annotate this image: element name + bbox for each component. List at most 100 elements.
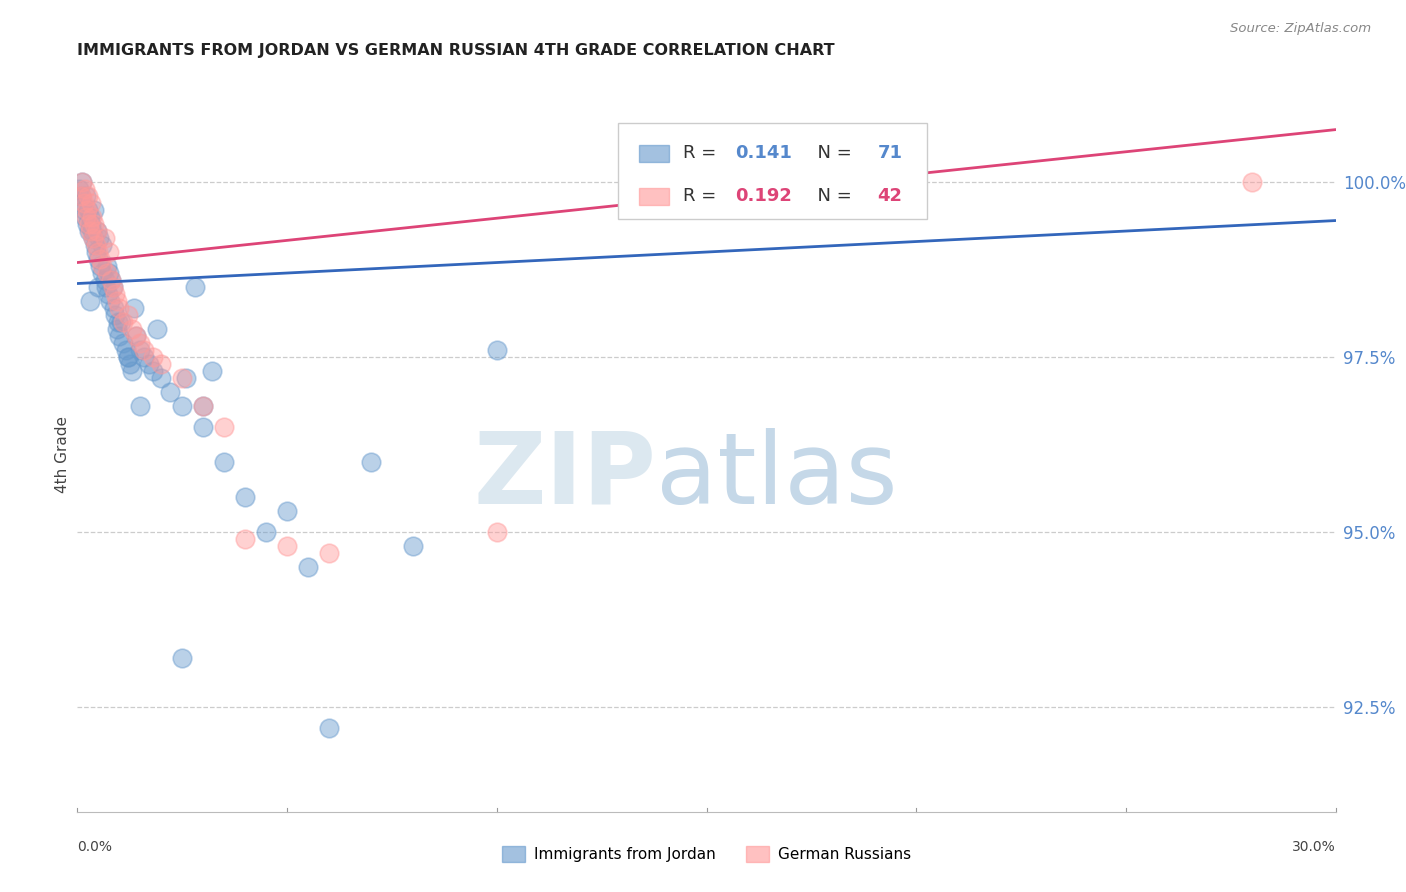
Point — [72, 196, 94, 211]
Point — [90, 238, 112, 252]
Point — [485, 343, 508, 357]
Point — [360, 455, 382, 469]
Point — [79, 210, 101, 224]
Point — [112, 315, 135, 329]
Point — [107, 315, 129, 329]
Point — [101, 280, 124, 294]
Point — [96, 287, 118, 301]
Point — [83, 202, 105, 217]
Point — [121, 322, 143, 336]
Text: Source: ZipAtlas.com: Source: ZipAtlas.com — [1230, 22, 1371, 36]
Point — [103, 301, 125, 315]
Point — [84, 238, 107, 252]
Point — [91, 266, 114, 280]
Point — [86, 224, 108, 238]
Point — [84, 238, 107, 252]
Text: IMMIGRANTS FROM JORDAN VS GERMAN RUSSIAN 4TH GRADE CORRELATION CHART: IMMIGRANTS FROM JORDAN VS GERMAN RUSSIAN… — [77, 43, 835, 58]
Point — [150, 357, 173, 371]
Point — [97, 245, 120, 260]
Point — [125, 329, 148, 343]
Point — [77, 224, 100, 238]
Point — [97, 266, 120, 280]
Point — [87, 252, 110, 266]
Legend: Immigrants from Jordan, German Russians: Immigrants from Jordan, German Russians — [495, 840, 918, 868]
Point — [69, 189, 91, 203]
Point — [117, 350, 139, 364]
Point — [191, 399, 215, 413]
Text: N =: N = — [806, 187, 858, 205]
Point — [142, 364, 165, 378]
Point — [108, 329, 131, 343]
Point — [129, 336, 152, 351]
Point — [87, 280, 110, 294]
Point — [134, 343, 156, 357]
Point — [76, 217, 98, 231]
Point — [233, 490, 256, 504]
Point — [212, 420, 235, 434]
Point — [402, 539, 425, 553]
Text: R =: R = — [682, 187, 721, 205]
FancyBboxPatch shape — [638, 145, 669, 162]
Point — [89, 252, 111, 266]
Point — [129, 343, 152, 357]
Point — [101, 280, 124, 294]
Point — [318, 546, 340, 560]
Point — [172, 650, 194, 665]
Point — [117, 350, 139, 364]
Point — [184, 280, 207, 294]
Point — [73, 210, 96, 224]
Point — [75, 210, 97, 224]
Point — [233, 532, 256, 546]
Point — [100, 273, 122, 287]
Point — [297, 559, 319, 574]
Text: atlas: atlas — [657, 428, 898, 524]
Point — [80, 196, 103, 211]
Point — [100, 273, 122, 287]
Point — [1240, 175, 1263, 189]
Point — [129, 399, 152, 413]
Point — [76, 202, 98, 217]
Point — [176, 371, 198, 385]
Text: 0.192: 0.192 — [735, 187, 793, 205]
Point — [98, 293, 121, 308]
Point — [105, 322, 128, 336]
Point — [93, 273, 115, 287]
Point — [82, 231, 104, 245]
Point — [87, 245, 110, 260]
Point — [80, 217, 103, 231]
Point — [82, 231, 104, 245]
Point — [75, 189, 97, 203]
Point — [112, 336, 135, 351]
Point — [76, 189, 98, 203]
Text: ZIP: ZIP — [474, 428, 657, 524]
Point — [105, 293, 128, 308]
Point — [67, 182, 90, 196]
Point — [191, 399, 215, 413]
Point — [91, 259, 114, 273]
Text: 71: 71 — [877, 145, 903, 162]
Point — [73, 182, 96, 196]
Point — [83, 217, 105, 231]
Point — [138, 357, 160, 371]
Point — [94, 280, 117, 294]
FancyBboxPatch shape — [638, 187, 669, 205]
Point — [70, 175, 93, 189]
Point — [118, 357, 141, 371]
Point — [96, 259, 118, 273]
Point — [104, 308, 127, 322]
Point — [70, 175, 93, 189]
Point — [84, 245, 107, 260]
Text: N =: N = — [806, 145, 858, 162]
Point — [146, 322, 169, 336]
Point — [125, 329, 148, 343]
Point — [276, 539, 298, 553]
Point — [79, 293, 101, 308]
FancyBboxPatch shape — [619, 123, 927, 219]
Point — [121, 364, 143, 378]
Point — [79, 224, 101, 238]
Point — [117, 308, 139, 322]
Point — [134, 350, 156, 364]
Point — [108, 301, 131, 315]
Point — [89, 259, 111, 273]
Point — [142, 350, 165, 364]
